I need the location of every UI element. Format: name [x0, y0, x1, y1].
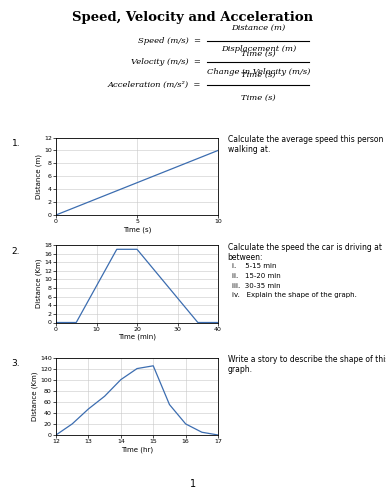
- X-axis label: Time (s): Time (s): [123, 226, 151, 233]
- Text: 3.: 3.: [12, 359, 20, 368]
- Text: Acceleration (m/s²)  =: Acceleration (m/s²) =: [107, 81, 201, 89]
- Text: Change in Velocity (m/s): Change in Velocity (m/s): [207, 68, 310, 76]
- Text: Velocity (m/s)  =: Velocity (m/s) =: [131, 58, 201, 66]
- Text: i.    5-15 min: i. 5-15 min: [232, 262, 276, 268]
- Text: 1: 1: [190, 479, 196, 489]
- X-axis label: Time (min): Time (min): [118, 334, 156, 340]
- Text: Displacement (m): Displacement (m): [221, 45, 296, 53]
- Text: Time (s): Time (s): [241, 71, 276, 79]
- Y-axis label: Distance (Km): Distance (Km): [32, 372, 38, 421]
- Text: Speed, Velocity and Acceleration: Speed, Velocity and Acceleration: [73, 11, 313, 24]
- Text: Time (s): Time (s): [241, 50, 276, 58]
- Text: Write a story to describe the shape of this
graph.: Write a story to describe the shape of t…: [228, 355, 386, 374]
- X-axis label: Time (hr): Time (hr): [121, 446, 153, 453]
- Text: ii.   15-20 min: ii. 15-20 min: [232, 272, 280, 278]
- Y-axis label: Distance (Km): Distance (Km): [36, 259, 42, 308]
- Text: Calculate the speed the car is driving at
between:: Calculate the speed the car is driving a…: [228, 242, 382, 262]
- Text: Calculate the average speed this person is
walking at.: Calculate the average speed this person …: [228, 135, 386, 154]
- Text: Speed (m/s)  =: Speed (m/s) =: [138, 37, 201, 45]
- Y-axis label: Distance (m): Distance (m): [36, 154, 42, 198]
- Text: 2.: 2.: [12, 246, 20, 256]
- Text: Distance (m): Distance (m): [232, 24, 286, 32]
- Text: 1.: 1.: [12, 139, 20, 148]
- Text: Time (s): Time (s): [241, 94, 276, 102]
- Text: iv.   Explain the shape of the graph.: iv. Explain the shape of the graph.: [232, 292, 357, 298]
- Text: iii.  30-35 min: iii. 30-35 min: [232, 282, 280, 288]
